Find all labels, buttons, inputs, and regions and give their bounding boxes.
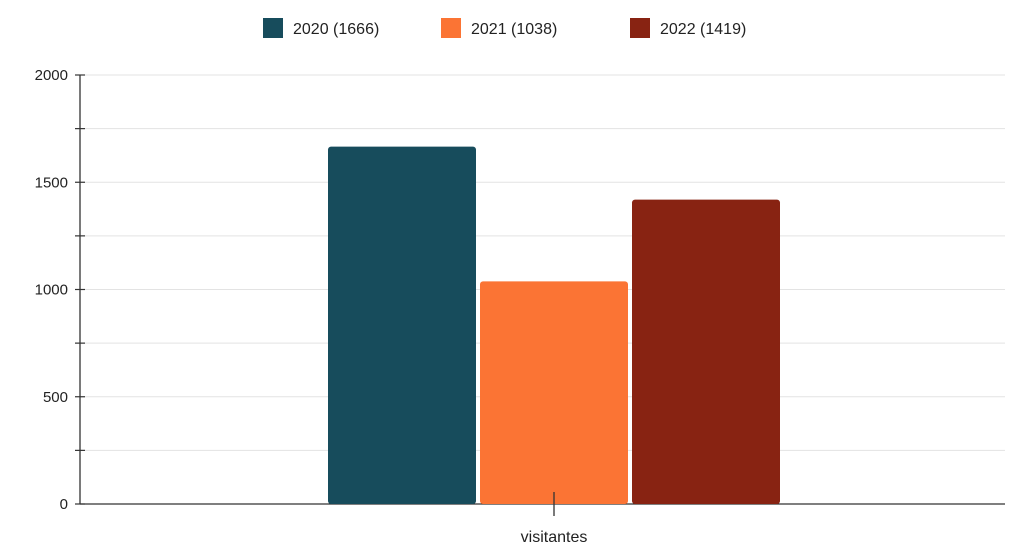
x-tick-label: visitantes — [521, 529, 588, 546]
y-tick-label: 0 — [60, 496, 68, 513]
legend-label[interactable]: 2022 (1419) — [660, 21, 746, 38]
legend-swatch[interactable] — [263, 18, 283, 38]
y-tick-label: 2000 — [35, 67, 68, 84]
bar-2021[interactable] — [480, 281, 628, 504]
legend-swatch[interactable] — [441, 18, 461, 38]
legend-label[interactable]: 2020 (1666) — [293, 21, 379, 38]
bar-2022[interactable] — [632, 199, 780, 504]
legend-label[interactable]: 2021 (1038) — [471, 21, 557, 38]
y-tick-label: 500 — [43, 389, 68, 406]
legend-swatch[interactable] — [630, 18, 650, 38]
y-tick-label: 1000 — [35, 282, 68, 299]
bar-2020[interactable] — [328, 146, 476, 504]
y-tick-label: 1500 — [35, 174, 68, 191]
